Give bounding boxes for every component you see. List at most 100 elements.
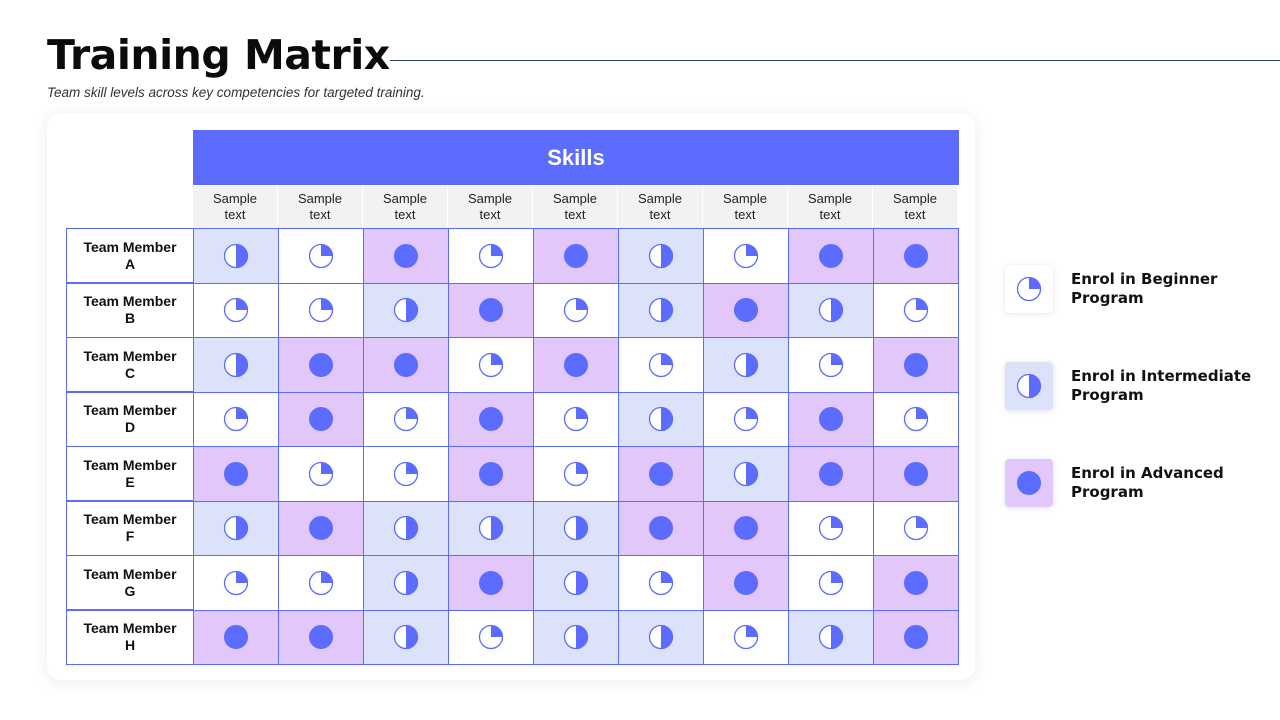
- matrix-cell-intermediate: [533, 500, 619, 556]
- beginner-level-icon: [308, 243, 334, 268]
- matrix-cell-intermediate: [618, 391, 704, 447]
- matrix-cell-beginner: [788, 337, 874, 393]
- matrix-cell-advanced: [618, 500, 704, 556]
- beginner-level-icon: [478, 243, 504, 268]
- matrix-cell-advanced: [703, 555, 789, 611]
- matrix-cell-intermediate: [193, 500, 279, 556]
- legend-label: Enrol in Advanced Program: [1071, 464, 1224, 501]
- intermediate-level-icon: [648, 407, 674, 432]
- matrix-cell-advanced: [788, 391, 874, 447]
- skill-column-header: Sample text: [788, 186, 873, 228]
- matrix-cell-intermediate: [533, 555, 619, 611]
- intermediate-level-icon: [563, 625, 589, 650]
- matrix-cell-intermediate: [363, 282, 449, 338]
- matrix-cell-beginner: [703, 609, 789, 665]
- beginner-level-icon: [478, 352, 504, 377]
- matrix-cell-advanced: [788, 228, 874, 284]
- matrix-cell-advanced: [873, 337, 959, 393]
- beginner-level-icon: [223, 570, 249, 595]
- advanced-level-icon: [309, 516, 333, 541]
- matrix-cell-advanced: [448, 391, 534, 447]
- advanced-level-icon: [479, 461, 503, 486]
- advanced-level-icon: [224, 461, 248, 486]
- advanced-level-icon: [309, 407, 333, 432]
- intermediate-level-icon: [818, 298, 844, 323]
- matrix-cell-beginner: [788, 555, 874, 611]
- matrix-cell-intermediate: [788, 609, 874, 665]
- advanced-level-icon: [479, 298, 503, 323]
- matrix-cell-advanced: [703, 282, 789, 338]
- matrix-cell-advanced: [873, 555, 959, 611]
- matrix-cell-beginner: [448, 337, 534, 393]
- matrix-cell-advanced: [448, 555, 534, 611]
- advanced-level-icon: [394, 352, 418, 377]
- advanced-level-icon: [309, 625, 333, 650]
- half-circle-icon: [1016, 373, 1042, 399]
- intermediate-level-icon: [563, 570, 589, 595]
- advanced-level-icon: [734, 298, 758, 323]
- matrix-cell-intermediate: [533, 609, 619, 665]
- skill-column-header: Sample text: [363, 186, 448, 228]
- advanced-level-icon: [819, 407, 843, 432]
- matrix-cell-intermediate: [618, 609, 704, 665]
- legend-item-intermediate: Enrol in Intermediate Program: [1005, 362, 1261, 410]
- beginner-level-icon: [733, 625, 759, 650]
- matrix-cell-beginner: [193, 282, 279, 338]
- advanced-level-icon: [819, 243, 843, 268]
- skill-column-header: Sample text: [278, 186, 363, 228]
- matrix-cell-beginner: [873, 391, 959, 447]
- matrix-cell-beginner: [618, 555, 704, 611]
- intermediate-level-icon: [648, 625, 674, 650]
- intermediate-level-icon: [733, 461, 759, 486]
- matrix-cell-intermediate: [703, 337, 789, 393]
- advanced-level-icon: [649, 516, 673, 541]
- team-member-label: Team Member A: [66, 228, 193, 283]
- intermediate-level-icon: [393, 516, 419, 541]
- matrix-cell-advanced: [873, 609, 959, 665]
- legend-label: Enrol in Intermediate Program: [1071, 367, 1252, 404]
- beginner-level-icon: [308, 461, 334, 486]
- matrix-cell-advanced: [363, 228, 449, 284]
- page-subtitle: Team skill levels across key competencie…: [47, 85, 425, 100]
- matrix-cell-intermediate: [363, 555, 449, 611]
- matrix-cell-advanced: [703, 500, 789, 556]
- beginner-level-icon: [393, 461, 419, 486]
- quarter-circle-icon: [1016, 276, 1042, 302]
- skills-header: Skills: [193, 130, 959, 185]
- intermediate-level-icon: [818, 625, 844, 650]
- intermediate-level-icon: [393, 625, 419, 650]
- legend-swatch: [1005, 265, 1053, 313]
- matrix-cell-intermediate: [193, 228, 279, 284]
- full-circle-icon: [1017, 471, 1041, 495]
- advanced-level-icon: [649, 461, 673, 486]
- matrix-cell-advanced: [278, 337, 364, 393]
- matrix-cell-beginner: [448, 609, 534, 665]
- beginner-level-icon: [818, 352, 844, 377]
- intermediate-level-icon: [648, 243, 674, 268]
- matrix-cell-beginner: [533, 282, 619, 338]
- beginner-level-icon: [563, 407, 589, 432]
- legend-item-beginner: Enrol in Beginner Program: [1005, 265, 1261, 313]
- skill-column-header: Sample text: [618, 186, 703, 228]
- advanced-level-icon: [564, 243, 588, 268]
- matrix-cell-intermediate: [618, 282, 704, 338]
- advanced-level-icon: [734, 570, 758, 595]
- beginner-level-icon: [648, 570, 674, 595]
- advanced-level-icon: [904, 625, 928, 650]
- intermediate-level-icon: [393, 298, 419, 323]
- matrix-cell-advanced: [193, 609, 279, 665]
- matrix-cell-beginner: [703, 391, 789, 447]
- beginner-level-icon: [648, 352, 674, 377]
- matrix-cell-beginner: [533, 446, 619, 502]
- beginner-level-icon: [223, 407, 249, 432]
- skill-column-header: Sample text: [703, 186, 788, 228]
- beginner-level-icon: [393, 407, 419, 432]
- matrix-cell-advanced: [873, 446, 959, 502]
- advanced-level-icon: [734, 516, 758, 541]
- intermediate-level-icon: [223, 516, 249, 541]
- matrix-cell-advanced: [278, 391, 364, 447]
- matrix-cell-intermediate: [618, 228, 704, 284]
- matrix-cell-advanced: [788, 446, 874, 502]
- beginner-level-icon: [818, 570, 844, 595]
- beginner-level-icon: [903, 298, 929, 323]
